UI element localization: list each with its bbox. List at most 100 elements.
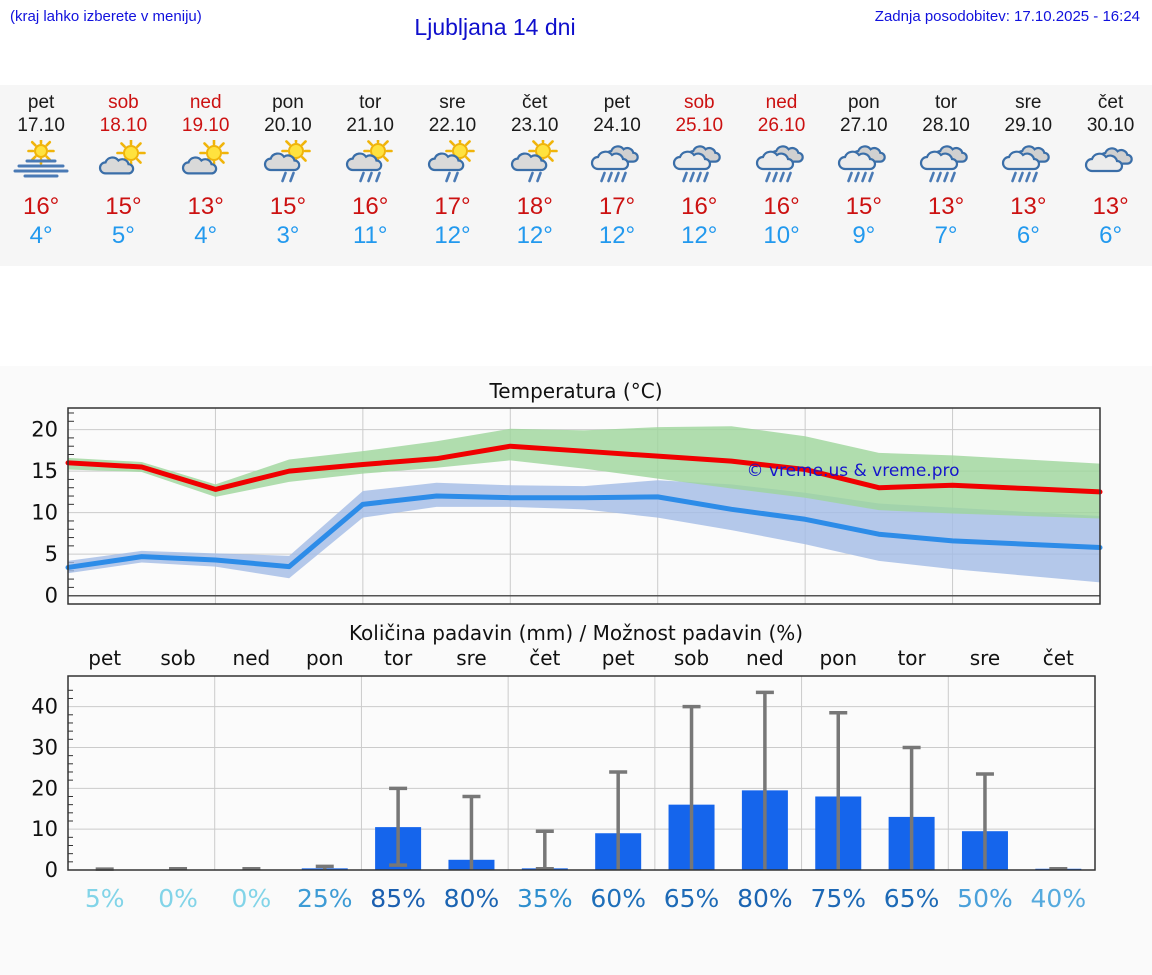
day-name: tor — [934, 92, 958, 113]
spacer — [0, 266, 1152, 366]
forecast-day: čet 30.10 13° 6° — [1069, 91, 1151, 250]
temp-max: 15° — [105, 193, 142, 220]
y-tick-label: 40 — [31, 695, 58, 719]
weather-icon-wrap — [411, 136, 493, 192]
forecast-day: pet 24.10 17° 12° — [576, 91, 658, 250]
temp-max: 16° — [763, 193, 800, 220]
weather-icon-wrap — [247, 136, 329, 192]
forecast-day: pon 27.10 15° 9° — [823, 91, 905, 250]
precip-probability: 0% — [158, 884, 198, 913]
forecast-day: ned 26.10 16° 10° — [740, 91, 822, 250]
weather-icon-wrap — [905, 137, 987, 192]
forecast-day: sre 22.10 17° 12° — [411, 91, 493, 250]
precip-day-label: čet — [1042, 646, 1074, 670]
clouds-rain-icon — [919, 145, 968, 183]
day-date: 23.10 — [510, 115, 559, 136]
forecast-day: čet 23.10 18° 12° — [494, 91, 576, 250]
forecast-day: sre 29.10 13° 6° — [987, 91, 1069, 250]
clouds-rain-icon — [590, 145, 639, 183]
day-name: ned — [765, 92, 798, 113]
temp-min: 6° — [1099, 222, 1123, 249]
sun-rain-2-icon — [428, 136, 476, 183]
forecast-day: sob 18.10 15° 5° — [82, 91, 164, 250]
precip-day-label: čet — [529, 646, 561, 670]
temp-max: 17° — [434, 193, 471, 220]
precipitation-chart-title: Količina padavin (mm) / Možnost padavin … — [348, 621, 804, 645]
day-date: 27.10 — [840, 115, 888, 136]
weather-icon-wrap — [0, 137, 82, 192]
precip-probability: 80% — [737, 884, 793, 913]
temp-min: 12° — [434, 222, 471, 249]
temp-max: 13° — [1092, 193, 1129, 220]
temp-max: 16° — [22, 193, 60, 220]
y-tick-label: 0 — [45, 584, 58, 608]
temp-max: 13° — [927, 193, 965, 220]
temp-max: 13° — [1010, 193, 1047, 220]
day-name: sre — [1015, 92, 1042, 113]
temp-min: 6° — [1016, 222, 1040, 249]
day-name: pon — [847, 92, 880, 113]
day-date: 19.10 — [181, 115, 230, 136]
day-date: 29.10 — [1004, 115, 1053, 136]
fog-sun-icon — [13, 137, 69, 178]
forecast-day: pet 17.10 16° 4° — [0, 91, 82, 250]
day-date: 24.10 — [593, 115, 641, 136]
partly-cloudy-icon — [181, 138, 229, 175]
precip-probability: 40% — [1030, 884, 1087, 913]
temp-max: 17° — [598, 193, 636, 220]
precip-probability: 80% — [443, 884, 500, 913]
y-tick-label: 15 — [31, 459, 58, 483]
precip-day-label: tor — [897, 646, 926, 670]
forecast-day: ned 19.10 13° 4° — [165, 91, 247, 250]
y-tick-label: 0 — [45, 858, 58, 880]
precip-day-label: sob — [160, 646, 196, 670]
forecast-strip: pet 17.10 16° 4° sob 18.10 15° 5° ned 19.10 13° 4° p… — [0, 85, 1152, 266]
y-tick-label: 30 — [31, 735, 58, 759]
day-date: 25.10 — [675, 115, 724, 136]
y-tick-label: 20 — [31, 776, 58, 800]
charts-panel: Temperatura (°C) © vreme.us & vreme.pro 0… — [0, 366, 1152, 975]
temp-min: 7° — [934, 222, 958, 249]
precip-day-label: ned — [232, 646, 271, 670]
day-name: čet — [522, 92, 548, 113]
precip-day-label: pon — [819, 646, 858, 670]
sun-core — [363, 136, 393, 166]
temp-min: 10° — [763, 222, 800, 249]
precip-probability: 50% — [957, 884, 1013, 913]
temp-min: 12° — [681, 222, 718, 249]
precip-day-label: pet — [601, 646, 635, 670]
sun-rain-3-icon — [346, 136, 393, 183]
precip-day-label: ned — [746, 646, 784, 670]
forecast-day: pon 20.10 15° 3° — [247, 91, 329, 250]
temp-min: 12° — [516, 222, 553, 249]
y-tick-label: 20 — [31, 418, 58, 442]
uncertainty-band — [68, 426, 1100, 519]
temperature-chart-title: Temperatura (°C) — [489, 379, 663, 403]
day-name: tor — [359, 92, 382, 113]
weather-icon-wrap — [494, 136, 576, 192]
y-tick-label: 10 — [31, 817, 58, 841]
day-date: 18.10 — [99, 115, 148, 136]
precip-day-label: tor — [383, 646, 413, 670]
weather-icon-wrap — [823, 137, 905, 192]
precip-probability: 65% — [663, 884, 720, 913]
day-name: čet — [1097, 92, 1124, 113]
precip-probability: 75% — [810, 884, 867, 913]
temperature-line — [65, 443, 1103, 495]
temp-max: 13° — [187, 193, 224, 220]
precip-probability-row: 5% 0% 0% 25% 85% 80% 35% 60% 65% 80% 75% 65% 50% 40% — [0, 880, 1152, 920]
clouds-rain-icon — [673, 145, 722, 183]
precip-probability: 85% — [370, 884, 426, 913]
precip-day-label: sob — [673, 646, 710, 670]
precip-probability: 35% — [517, 884, 573, 913]
clouds-rain-icon — [837, 145, 886, 183]
precip-probability: 5% — [84, 884, 125, 913]
day-name: ned — [189, 92, 222, 113]
day-date: 22.10 — [428, 115, 477, 136]
precip-probability: 65% — [883, 884, 940, 913]
precip-probability: 60% — [590, 884, 646, 913]
forecast-day: sob 25.10 16° 12° — [658, 91, 740, 250]
precipitation-chart: 0 10 20 30 40 — [31, 675, 1096, 880]
temp-min: 3° — [276, 222, 300, 249]
